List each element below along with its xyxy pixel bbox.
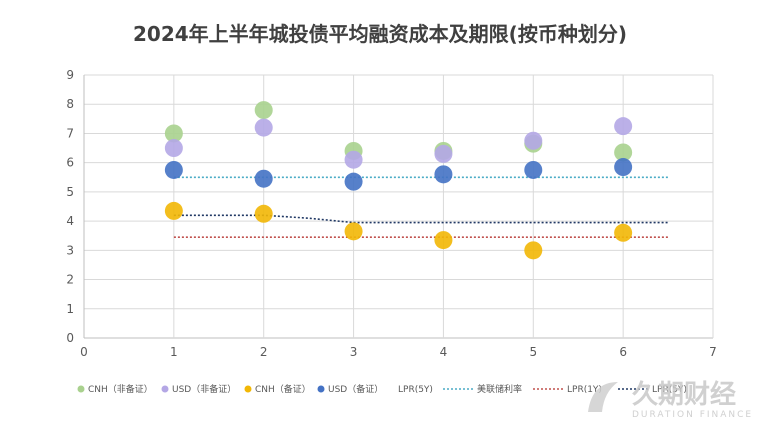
x-tick-label: 3 [350,345,358,359]
tick-labels: 0 1 2 3 4 5 6 7 8 9 0 1 2 3 4 5 6 7 [66,68,716,359]
legend-label: USD（非备证） [172,383,236,395]
data-point [614,158,633,177]
legend: CNH（非备证） USD（非备证） CNH（备证） USD（备证） LPR(5Y) 美联储… [77,383,687,395]
data-point [164,139,183,158]
legend-marker [77,385,85,393]
y-tick-label: 2 [66,273,74,287]
legend-marker [244,385,252,393]
x-tick-label: 2 [260,345,268,359]
data-point [254,101,273,120]
data-point [344,222,363,241]
y-tick-label: 8 [66,97,74,111]
y-tick-label: 1 [66,302,74,316]
legend-marker [161,385,169,393]
y-tick-label: 7 [66,126,74,140]
x-tick-label: 5 [529,345,537,359]
x-tick-label: 7 [709,345,717,359]
data-point [434,165,453,184]
data-point [254,118,273,137]
data-point [254,204,273,223]
data-point [524,160,543,179]
y-tick-label: 5 [66,185,74,199]
x-tick-label: 4 [440,345,448,359]
data-point [344,172,363,191]
watermark-name: 久期财经 [632,379,736,410]
y-tick-label: 0 [66,331,74,345]
watermark-subtitle: DURATION FINANCE [632,410,753,420]
data-point [254,169,273,188]
data-point [434,231,453,250]
legend-label: LPR(5Y) [652,385,687,395]
watermark-logo: 久期财经 DURATION FINANCE [588,379,753,420]
data-point [614,223,633,242]
chart-title: 2024年上半年城投债平均融资成本及期限(按币种划分) [133,22,627,46]
data-point [614,117,633,136]
y-tick-label: 6 [66,156,74,170]
y-tick-label: 4 [66,214,74,228]
x-tick-label: 1 [170,345,178,359]
data-point [434,144,453,163]
data-point [614,143,633,162]
data-point [164,201,183,220]
legend-label: LPR(1Y) [567,385,602,395]
legend-label: CNH（备证） [255,383,311,395]
legend-label: USD（备证） [328,383,383,395]
x-tick-label: 0 [80,345,88,359]
watermark-swoosh-icon [588,382,618,412]
data-point [524,241,543,260]
data-point [164,160,183,179]
data-points [164,101,633,260]
y-tick-label: 9 [66,68,74,82]
data-point [524,131,543,150]
legend-label: LPR(5Y) [398,385,433,395]
x-tick-label: 6 [619,345,627,359]
legend-marker [317,385,325,393]
y-tick-label: 3 [66,243,74,257]
legend-label: CNH（非备证） [88,383,153,395]
data-point [164,124,183,143]
legend-label: 美联储利率 [477,383,522,395]
data-point [344,150,363,169]
reference-lines [173,176,669,238]
